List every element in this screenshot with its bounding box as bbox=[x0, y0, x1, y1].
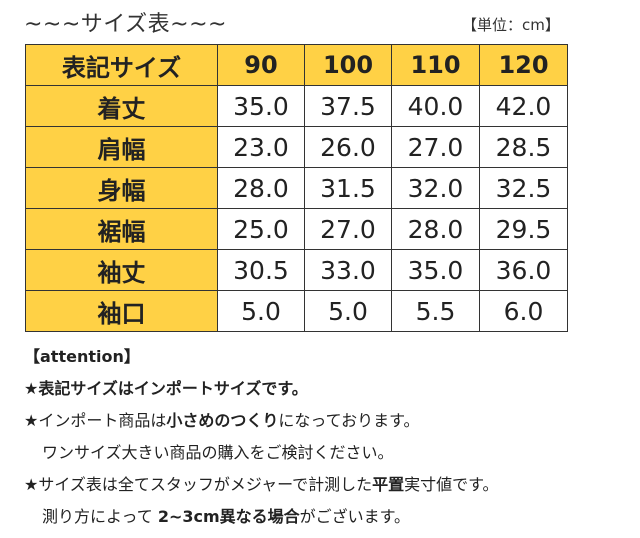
size-table: 表記サイズ 90 100 110 120 着丈 35.0 37.5 40.0 4… bbox=[25, 44, 568, 332]
note-variance-post: がございます。 bbox=[299, 507, 411, 526]
note-measurement-post: 実寸値です。 bbox=[404, 475, 499, 494]
row-label-sleeve: 袖丈 bbox=[25, 249, 218, 291]
table-cell: 5.0 bbox=[304, 290, 392, 332]
table-cell: 37.5 bbox=[304, 85, 392, 127]
table-cell: 42.0 bbox=[479, 85, 568, 127]
table-row: 着丈 35.0 37.5 40.0 42.0 bbox=[25, 85, 568, 127]
size-header-row: 表記サイズ 90 100 110 120 bbox=[25, 44, 568, 86]
note-measurement: ★サイズ表は全てスタッフがメジャーで計測した平置実寸値です。 bbox=[24, 471, 499, 495]
size-chart-title: ~~~サイズ表~~~ bbox=[24, 12, 227, 37]
table-row: 袖丈 30.5 33.0 35.0 36.0 bbox=[25, 249, 568, 291]
table-cell: 28.0 bbox=[217, 167, 305, 209]
table-cell: 5.5 bbox=[391, 290, 480, 332]
note-variance-bold: 2~3cm異なる場合 bbox=[157, 507, 300, 526]
row-label-length: 着丈 bbox=[25, 85, 218, 127]
table-cell: 35.0 bbox=[391, 249, 480, 291]
note-small-fit-post: になっております。 bbox=[278, 411, 420, 430]
size-header-corner: 表記サイズ bbox=[25, 44, 218, 86]
table-cell: 33.0 bbox=[304, 249, 392, 291]
table-row: 裾幅 25.0 27.0 28.0 29.5 bbox=[25, 208, 568, 250]
table-cell: 30.5 bbox=[217, 249, 305, 291]
table-cell: 40.0 bbox=[391, 85, 480, 127]
table-cell: 5.0 bbox=[217, 290, 305, 332]
table-cell: 36.0 bbox=[479, 249, 568, 291]
note-import-size-text: ★表記サイズはインポートサイズです。 bbox=[24, 379, 308, 398]
note-small-fit-bold: 小さめのつくり bbox=[166, 411, 279, 430]
table-cell: 32.5 bbox=[479, 167, 568, 209]
row-label-shoulder: 肩幅 bbox=[25, 126, 218, 168]
note-small-fit: ★インポート商品は小さめのつくりになっております。 bbox=[24, 407, 420, 431]
attention-heading: 【attention】 bbox=[24, 343, 140, 367]
table-cell: 23.0 bbox=[217, 126, 305, 168]
table-cell: 28.0 bbox=[391, 208, 480, 250]
table-cell: 28.5 bbox=[479, 126, 568, 168]
table-cell: 27.0 bbox=[391, 126, 480, 168]
row-label-hem: 裾幅 bbox=[25, 208, 218, 250]
size-header-120: 120 bbox=[479, 44, 568, 86]
unit-label: 【単位：cm】 bbox=[462, 16, 560, 34]
size-header-100: 100 bbox=[304, 44, 392, 86]
note-small-fit-pre: ★インポート商品は bbox=[24, 411, 167, 430]
note-import-size: ★表記サイズはインポートサイズです。 bbox=[24, 375, 308, 399]
table-cell: 29.5 bbox=[479, 208, 568, 250]
table-cell: 27.0 bbox=[304, 208, 392, 250]
table-cell: 32.0 bbox=[391, 167, 480, 209]
table-cell: 35.0 bbox=[217, 85, 305, 127]
note-measurement-pre: ★サイズ表は全てスタッフがメジャーで計測した bbox=[24, 475, 373, 494]
row-label-cuff: 袖口 bbox=[25, 290, 218, 332]
attention-label: 【attention】 bbox=[24, 347, 140, 366]
size-header-110: 110 bbox=[391, 44, 480, 86]
row-label-chest: 身幅 bbox=[25, 167, 218, 209]
note-variance-pre: 測り方によって bbox=[42, 507, 158, 526]
table-cell: 6.0 bbox=[479, 290, 568, 332]
table-cell: 31.5 bbox=[304, 167, 392, 209]
note-size-up-text: ワンサイズ大きい商品の購入をご検討ください。 bbox=[42, 443, 394, 462]
table-row: 身幅 28.0 31.5 32.0 32.5 bbox=[25, 167, 568, 209]
note-size-up: ワンサイズ大きい商品の購入をご検討ください。 bbox=[42, 439, 394, 463]
table-cell: 26.0 bbox=[304, 126, 392, 168]
table-row: 肩幅 23.0 26.0 27.0 28.5 bbox=[25, 126, 568, 168]
table-cell: 25.0 bbox=[217, 208, 305, 250]
note-variance: 測り方によって 2~3cm異なる場合がございます。 bbox=[42, 503, 410, 527]
table-row: 袖口 5.0 5.0 5.5 6.0 bbox=[25, 290, 568, 332]
note-measurement-bold: 平置 bbox=[372, 475, 405, 494]
size-header-90: 90 bbox=[217, 44, 305, 86]
